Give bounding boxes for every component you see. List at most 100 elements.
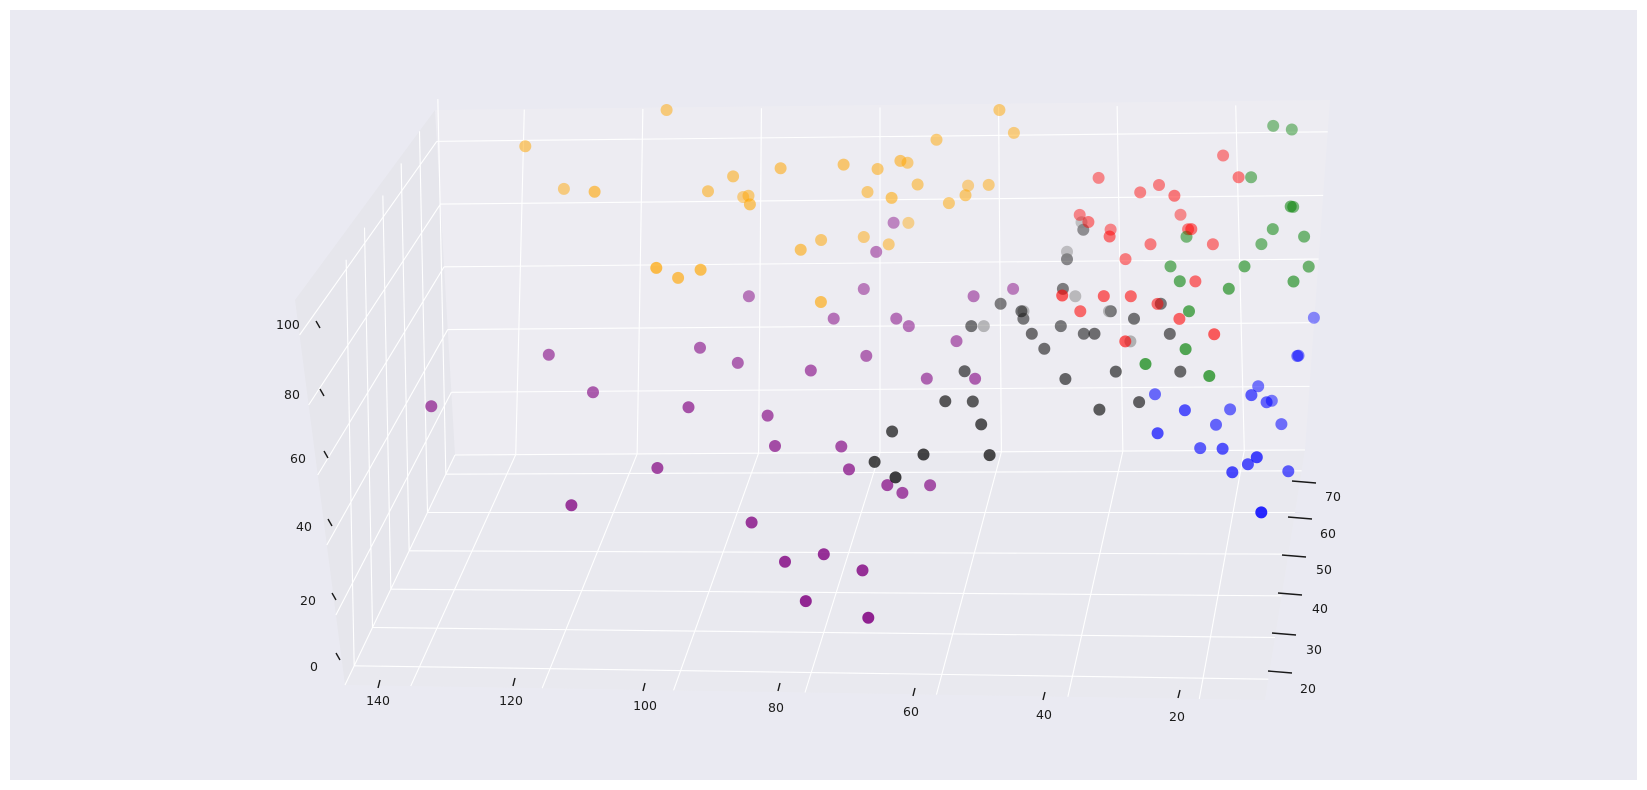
scatter-point: [993, 104, 1006, 116]
z-tick-mark: [323, 450, 329, 459]
scatter-point: [769, 440, 781, 452]
floor-gridline-y: [372, 626, 1276, 639]
scatter-point: [965, 320, 978, 333]
scatter-point: [1174, 365, 1187, 378]
z-tick-mark: [327, 518, 333, 527]
scatter-point: [1222, 282, 1235, 295]
scatter-point: [856, 564, 869, 577]
scatter-point: [1119, 253, 1132, 266]
x-tick-mark: [1177, 689, 1181, 699]
y-tick-label: 30: [1306, 642, 1322, 657]
scatter-point: [650, 261, 663, 274]
y-tick-mark: [1267, 670, 1293, 674]
x-tick-mark: [377, 679, 381, 689]
back-gridline-x: [636, 108, 644, 454]
scatter-point: [1307, 311, 1320, 324]
z-tick-label: 100: [276, 317, 300, 332]
z-tick-mark: [319, 388, 325, 397]
scatter-point: [1255, 238, 1268, 251]
scatter-point: [1210, 418, 1222, 431]
scatter-point: [917, 448, 930, 461]
scatter-point: [894, 154, 907, 167]
scatter-point: [1245, 389, 1258, 402]
scatter-point: [983, 449, 996, 462]
scatter-point: [1206, 238, 1219, 251]
scatter-point: [817, 548, 830, 561]
scatter-point: [902, 216, 915, 229]
scatter-point: [1226, 466, 1239, 479]
scatter-point: [1189, 275, 1202, 288]
scatter-point: [868, 455, 881, 468]
x-tick-mark: [512, 677, 516, 687]
scatter-point: [565, 499, 578, 512]
scatter-point: [1174, 208, 1187, 221]
scatter-point: [727, 170, 740, 183]
scatter-point: [1149, 388, 1161, 401]
scatter-point: [1168, 189, 1181, 202]
scatter-point: [1178, 404, 1191, 417]
scatter-point: [702, 185, 714, 198]
back-gridline-z: [436, 131, 1328, 142]
scatter-point: [882, 238, 895, 251]
scatter-point: [542, 348, 555, 361]
y-tick-mark: [1291, 480, 1317, 484]
scatter-point: [779, 555, 791, 568]
scatter-point: [886, 425, 899, 438]
scatter-point: [1093, 403, 1106, 416]
back-pane: [435, 100, 1330, 455]
scatter-point: [994, 297, 1007, 310]
scatter-point: [660, 104, 673, 116]
scatter-point: [896, 486, 909, 499]
scatter-point: [1267, 119, 1280, 132]
x-tick-mark: [912, 687, 916, 697]
scatter-point: [1038, 342, 1051, 355]
scatter-point: [672, 271, 685, 284]
back-gridline-z: [454, 449, 1306, 456]
scatter-point: [1134, 186, 1147, 199]
scatter-point: [930, 133, 943, 146]
left-gridline-z: [335, 392, 452, 616]
scatter-point: [1302, 260, 1315, 273]
scatter-point: [557, 182, 570, 195]
z-tick-label: 40: [296, 519, 312, 534]
x-tick-mark: [777, 682, 781, 692]
scatter-point: [1092, 171, 1105, 184]
left-pane: [295, 110, 455, 685]
scatter-point: [694, 263, 707, 276]
scatter-point: [1097, 290, 1110, 303]
scatter-point: [1224, 403, 1237, 416]
grid-lines: [299, 99, 1328, 700]
left-gridline-z: [308, 203, 441, 406]
scatter-point: [1015, 305, 1028, 318]
scatter-point: [651, 462, 664, 474]
scatter-point: [1194, 442, 1207, 455]
z-tick-mark: [335, 652, 341, 661]
x-tick-label: 100: [633, 698, 657, 713]
scatter-point: [1139, 358, 1152, 370]
floor-gridline-x: [410, 454, 517, 687]
scatter-point: [1077, 223, 1090, 236]
scatter-point: [950, 335, 963, 348]
scatter-point: [889, 471, 902, 484]
x-tick-label: 20: [1169, 709, 1185, 724]
y-tick-label: 20: [1300, 681, 1316, 696]
z-tick-label: 20: [300, 593, 316, 608]
scatter-point: [1183, 305, 1195, 318]
scatter-point: [835, 440, 848, 453]
scatter-point: [1245, 171, 1258, 184]
scatter-point: [519, 140, 532, 153]
scatter-point: [962, 179, 975, 192]
scatter-point: [1208, 328, 1221, 341]
scatter-point: [862, 611, 875, 624]
scatter-point: [837, 158, 850, 171]
z-tick-label: 0: [310, 659, 318, 674]
scatter-point: [887, 216, 900, 229]
scatter-point: [920, 372, 933, 385]
scatter-point: [857, 231, 870, 243]
scatter-point: [1144, 238, 1157, 251]
scatter-point: [1282, 465, 1295, 478]
z-tick-label: 60: [290, 451, 306, 466]
scatter-point: [902, 320, 915, 333]
scatter-point: [1061, 253, 1073, 266]
x-axis: 140 120 100 80 60 40 20: [366, 677, 1185, 724]
